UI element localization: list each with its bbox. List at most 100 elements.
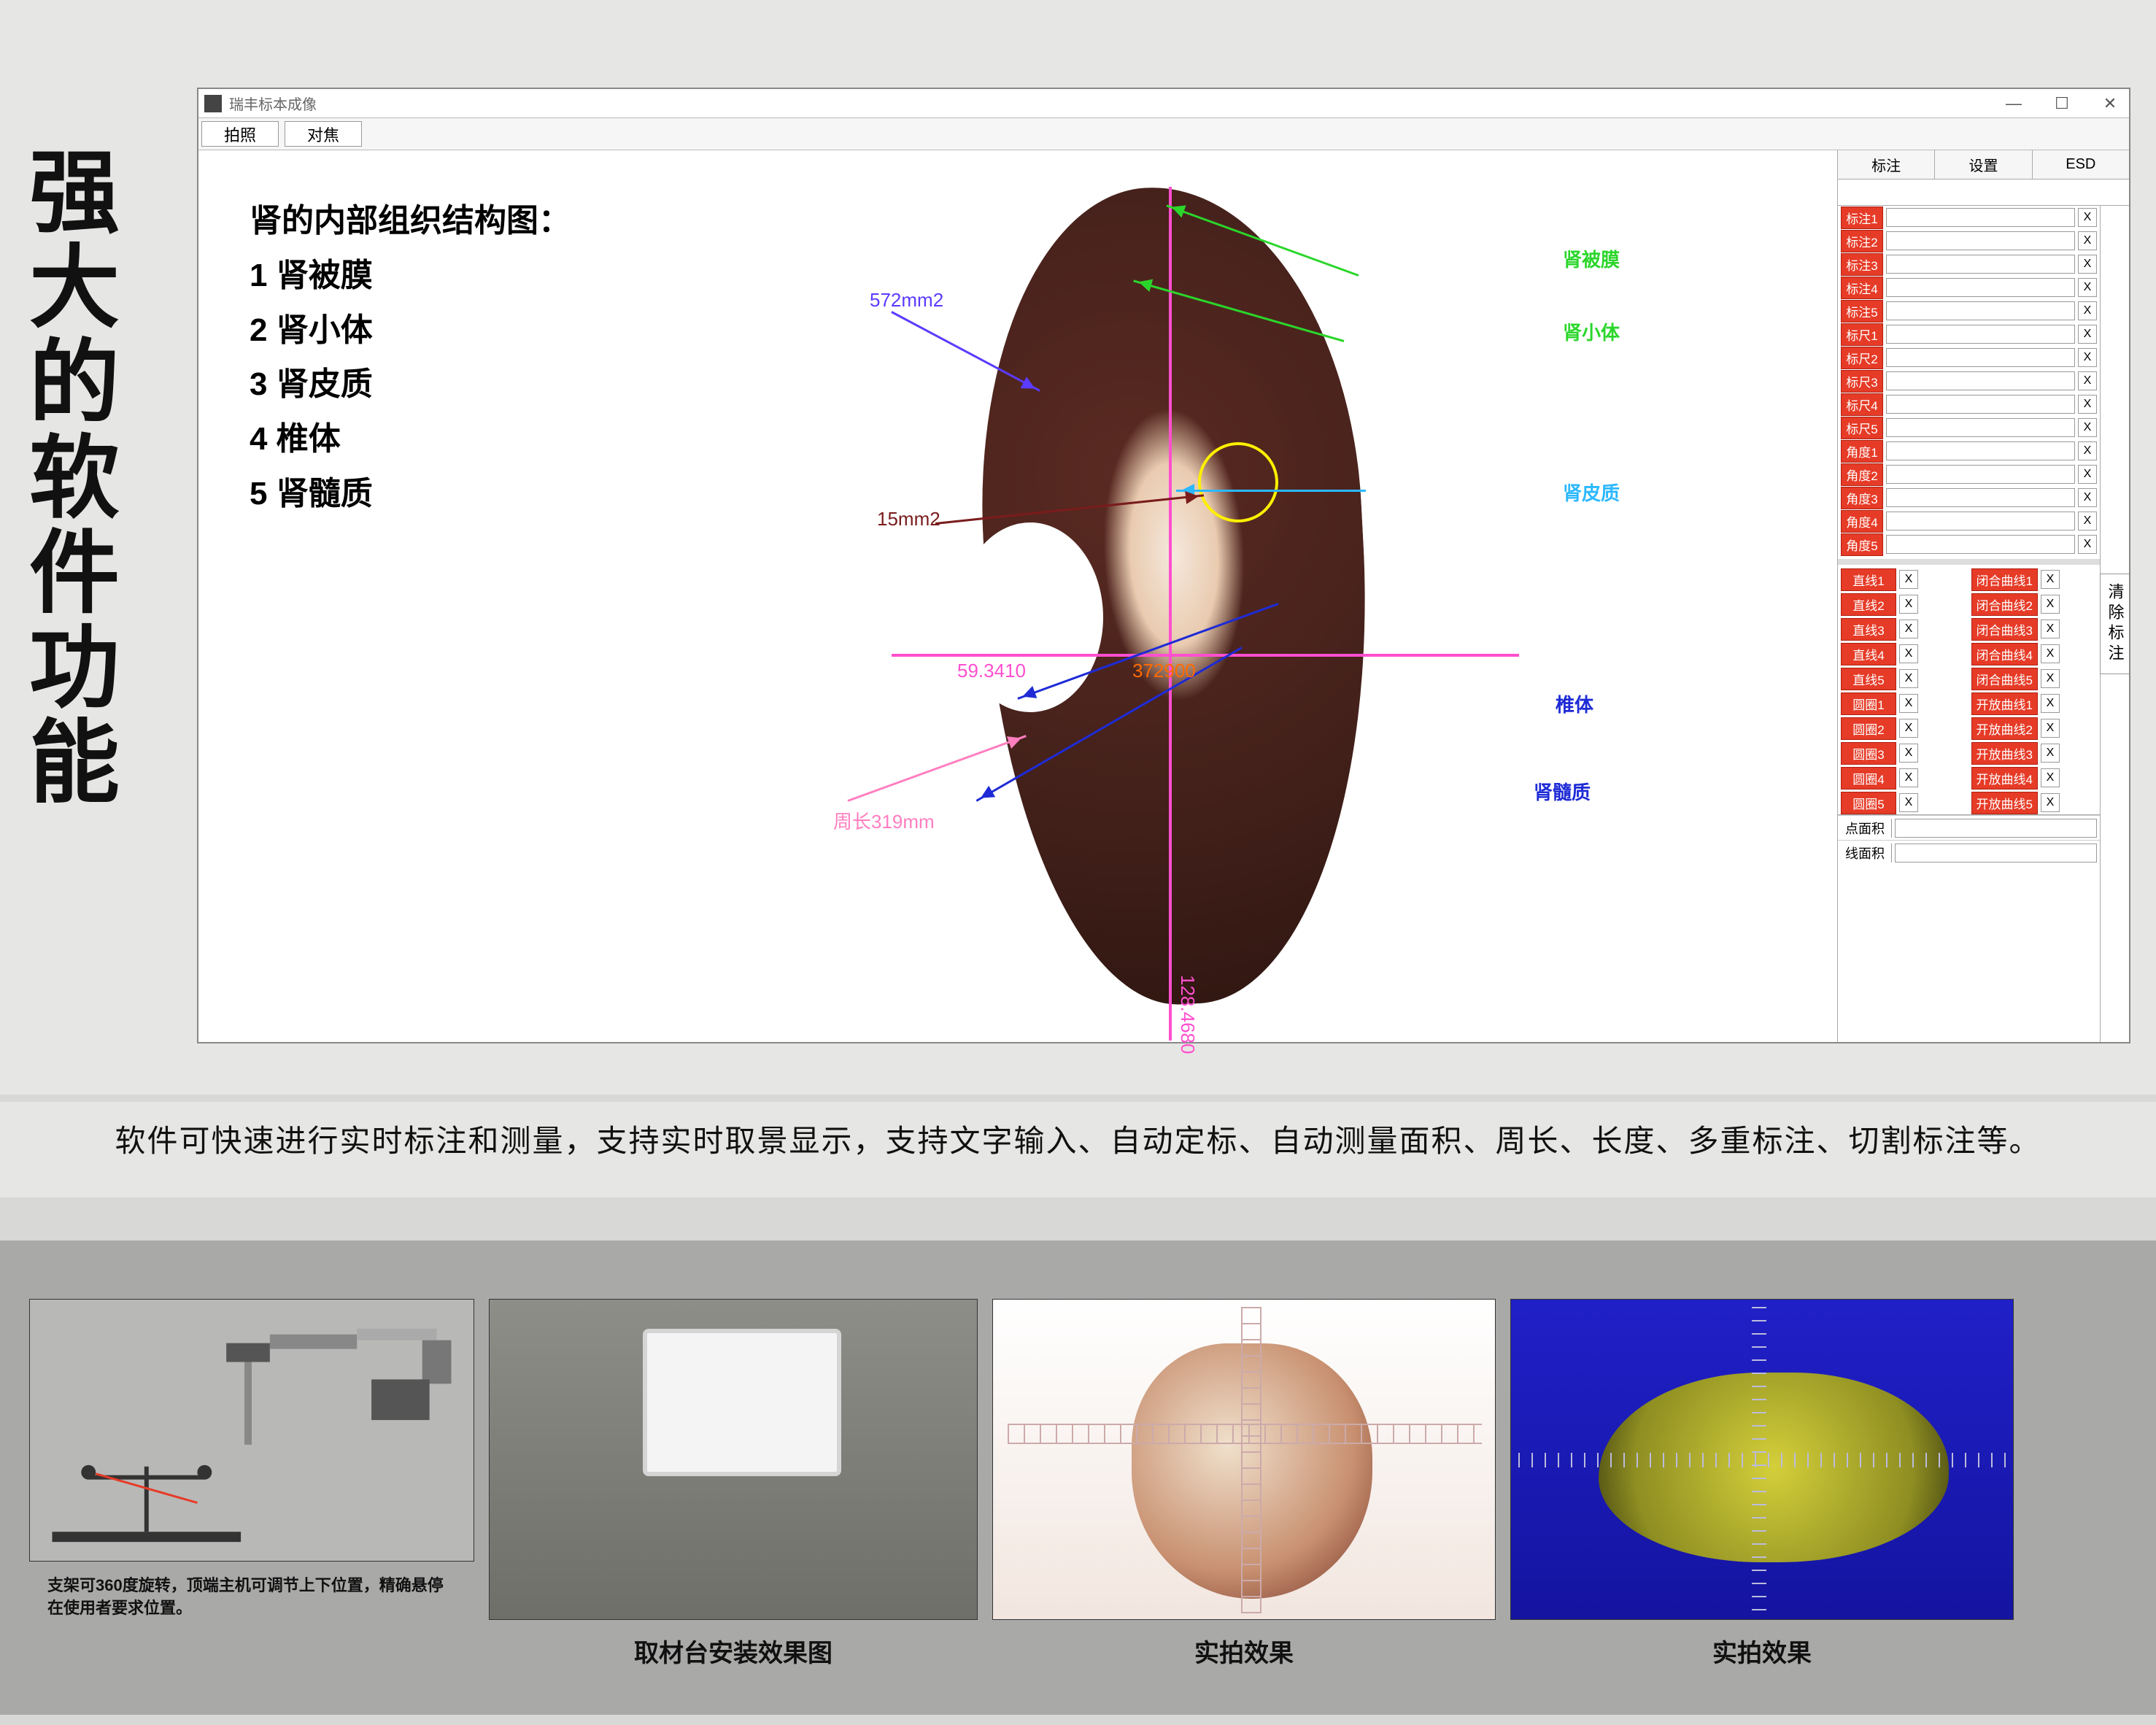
shape-chip[interactable]: 闭合曲线1 [1971,568,2038,591]
focus-button[interactable]: 对焦 [285,121,362,147]
delete-button[interactable]: X [1899,595,1918,614]
sidebar-search-input[interactable] [1838,180,2129,205]
annotation-chip[interactable]: 标注2 [1841,230,1883,252]
delete-button[interactable]: X [2041,644,2060,663]
annotation-value[interactable] [1886,395,2075,414]
delete-button[interactable]: X [2078,441,2097,460]
maximize-button[interactable]: ☐ [2049,94,2075,113]
delete-button[interactable]: X [1899,694,1918,713]
shape-chip[interactable]: 直线5 [1841,668,1896,690]
delete-button[interactable]: X [2078,465,2097,484]
annotation-value[interactable] [1886,301,2075,320]
delete-button[interactable]: X [1899,620,1918,638]
shape-chip[interactable]: 直线2 [1841,593,1896,616]
delete-button[interactable]: X [1899,669,1918,688]
shape-chip[interactable]: 圆圈1 [1841,692,1896,715]
tab-settings[interactable]: 设置 [1935,150,2032,179]
tab-annotate[interactable]: 标注 [1838,150,1935,179]
delete-button[interactable]: X [1899,744,1918,763]
shape-chip[interactable]: 开放曲线5 [1971,792,2038,814]
delete-button[interactable]: X [2041,669,2060,688]
annotation-chip[interactable]: 标尺5 [1841,417,1883,439]
delete-button[interactable]: X [2041,570,2060,589]
annotation-chip[interactable]: 标注1 [1841,207,1883,229]
delete-button[interactable]: X [2078,395,2097,414]
delete-button[interactable]: X [2078,348,2097,367]
annotation-chip[interactable]: 标尺4 [1841,393,1883,416]
minimize-button[interactable]: — [2001,94,2027,113]
shape-chip[interactable]: 闭合曲线2 [1971,593,2038,616]
shape-chip[interactable]: 闭合曲线5 [1971,668,2038,690]
annotation-chip[interactable]: 标注5 [1841,300,1883,323]
delete-button[interactable]: X [2078,418,2097,437]
point-area-value[interactable] [1895,819,2097,838]
delete-button[interactable]: X [2041,595,2060,614]
annotation-chip[interactable]: 角度3 [1841,487,1883,509]
shape-chip[interactable]: 圆圈4 [1841,767,1896,790]
annotation-value[interactable] [1886,465,2075,484]
annotation-chip[interactable]: 角度5 [1841,533,1883,556]
delete-button[interactable]: X [1899,644,1918,663]
annotation-value[interactable] [1886,535,2075,554]
label-medulla[interactable]: 肾髓质 [1534,778,1591,805]
annotation-chip[interactable]: 标尺2 [1841,347,1883,369]
annotation-value[interactable] [1886,488,2075,507]
annotation-value[interactable] [1886,371,2075,390]
delete-button[interactable]: X [1899,793,1918,812]
annotation-value[interactable] [1886,231,2075,250]
delete-button[interactable]: X [2078,512,2097,530]
crosshair-vertical[interactable] [1169,187,1172,1041]
delete-button[interactable]: X [2078,325,2097,344]
delete-button[interactable]: X [2078,488,2097,507]
shape-chip[interactable]: 圆圈5 [1841,792,1896,814]
annotation-value[interactable] [1886,441,2075,460]
capture-button[interactable]: 拍照 [201,121,279,147]
annotation-chip[interactable]: 角度4 [1841,510,1883,533]
shape-chip[interactable]: 开放曲线1 [1971,692,2038,715]
annotation-chip[interactable]: 标注4 [1841,277,1883,299]
delete-button[interactable]: X [1899,570,1918,589]
annotation-value[interactable] [1886,208,2075,227]
image-canvas[interactable]: 肾的内部组织结构图： 1 肾被膜 2 肾小体 3 肾皮质 4 椎体 5 肾髓质 [198,150,1837,1042]
delete-button[interactable]: X [2041,744,2060,763]
annotation-value[interactable] [1886,418,2075,437]
delete-button[interactable]: X [2041,768,2060,787]
label-corpuscle[interactable]: 肾小体 [1563,318,1620,345]
shape-chip[interactable]: 圆圈2 [1841,717,1896,740]
annotation-value[interactable] [1886,255,2075,274]
label-cortex[interactable]: 肾皮质 [1563,479,1620,506]
shape-chip[interactable]: 直线1 [1841,568,1896,591]
delete-button[interactable]: X [2078,301,2097,320]
annotation-value[interactable] [1886,348,2075,367]
label-capsule[interactable]: 肾被膜 [1563,245,1620,272]
shape-chip[interactable]: 开放曲线2 [1971,717,2038,740]
annotation-chip[interactable]: 标注3 [1841,253,1883,276]
delete-button[interactable]: X [2078,535,2097,554]
delete-button[interactable]: X [2078,208,2097,227]
delete-button[interactable]: X [2041,620,2060,638]
label-cone[interactable]: 椎体 [1556,690,1593,717]
annotation-chip[interactable]: 标尺3 [1841,370,1883,393]
crosshair-horizontal[interactable] [892,654,1519,657]
shape-chip[interactable]: 直线3 [1841,618,1896,641]
shape-chip[interactable]: 开放曲线4 [1971,767,2038,790]
delete-button[interactable]: X [2078,371,2097,390]
shape-chip[interactable]: 闭合曲线4 [1971,643,2038,665]
shape-chip[interactable]: 开放曲线3 [1971,742,2038,765]
close-button[interactable]: ✕ [2097,94,2123,113]
line-area-value[interactable] [1895,844,2097,863]
shape-chip[interactable]: 闭合曲线3 [1971,618,2038,641]
annotation-value[interactable] [1886,512,2075,530]
delete-button[interactable]: X [2041,719,2060,738]
shape-chip[interactable]: 直线4 [1841,643,1896,665]
delete-button[interactable]: X [1899,768,1918,787]
delete-button[interactable]: X [2041,694,2060,713]
clear-annotations-button[interactable]: 清除标注 [2100,574,2130,674]
delete-button[interactable]: X [2078,255,2097,274]
roi-circle[interactable] [1198,442,1278,522]
annotation-chip[interactable]: 角度2 [1841,463,1883,486]
annotation-chip[interactable]: 标尺1 [1841,323,1883,346]
annotation-value[interactable] [1886,325,2075,344]
delete-button[interactable]: X [2078,231,2097,250]
delete-button[interactable]: X [2078,278,2097,297]
